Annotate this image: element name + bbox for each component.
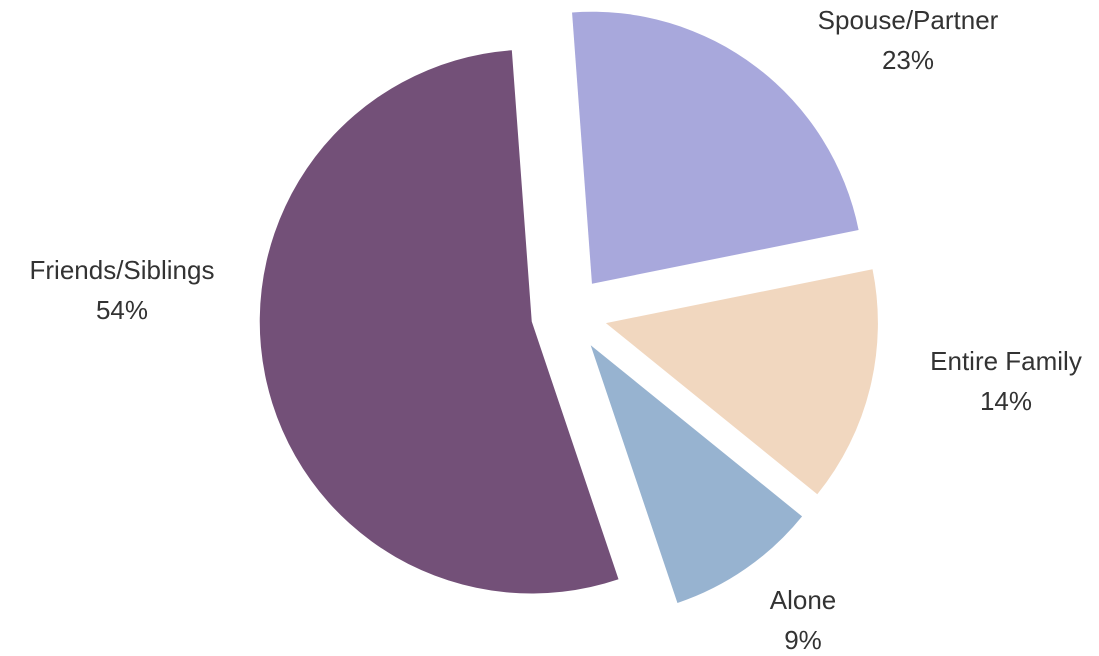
pie-slice (605, 269, 878, 495)
slice-value-label: 14% (980, 386, 1032, 416)
slice-label: Friends/Siblings (30, 255, 215, 285)
pie-slice (590, 345, 803, 603)
slice-value-label: 54% (96, 295, 148, 325)
pie-slice (259, 50, 619, 594)
pie-slice (572, 11, 859, 284)
slice-value-label: 9% (784, 625, 822, 655)
slice-label: Alone (770, 585, 837, 615)
slice-label: Spouse/Partner (818, 5, 999, 35)
slice-label: Entire Family (930, 346, 1082, 376)
slice-value-label: 23% (882, 45, 934, 75)
